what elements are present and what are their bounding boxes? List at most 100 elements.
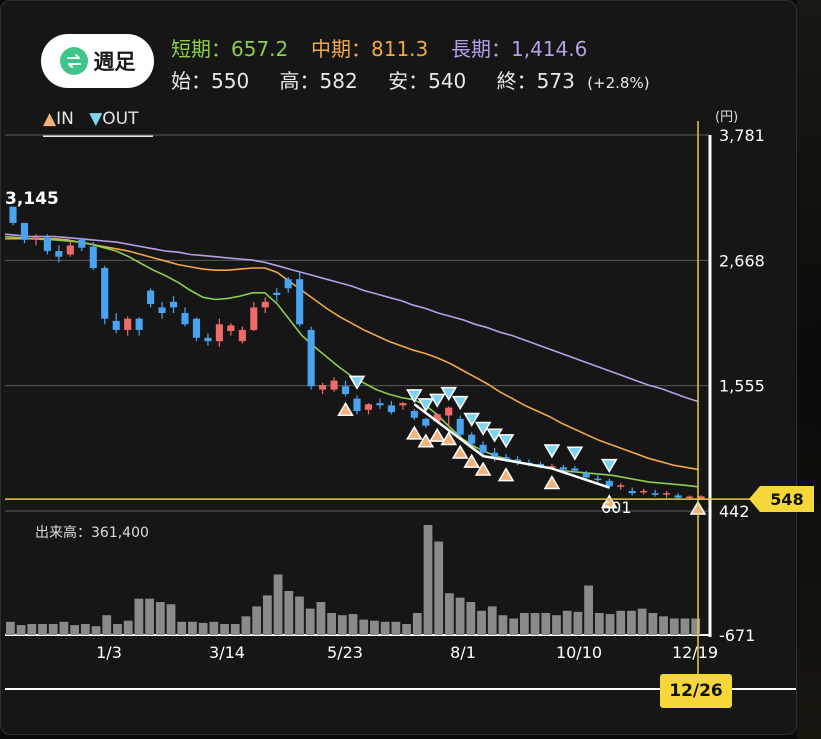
- candle-body: [124, 318, 132, 330]
- in-marker: [474, 461, 492, 476]
- out-marker: [497, 434, 515, 449]
- volume-bar: [102, 615, 112, 635]
- in-marker: [497, 467, 515, 482]
- max-price-label: 3,145: [5, 189, 59, 209]
- volume-bar: [91, 626, 101, 635]
- in-out-legend: ▲IN ▼OUT: [43, 109, 153, 137]
- volume-bar: [445, 593, 454, 635]
- swap-icon: [59, 47, 88, 75]
- out-marker: [348, 375, 366, 390]
- volume-bar: [519, 613, 529, 635]
- candle-body: [617, 485, 625, 487]
- period-label: 週足: [93, 50, 136, 74]
- y-tick-label: 1,555: [719, 377, 765, 396]
- out-triangle-icon: ▼: [89, 109, 103, 129]
- y-tick-label: 3,781: [719, 126, 765, 145]
- volume-bar: [423, 525, 433, 635]
- volume-bar: [509, 618, 519, 635]
- ohlc-summary: 始：550 高：582 安：540 終：573 (+2.8%): [171, 65, 674, 94]
- volume-bar: [594, 613, 604, 635]
- out-label: OUT: [102, 109, 139, 129]
- out-marker: [600, 458, 618, 474]
- candle-body: [101, 267, 109, 319]
- candle-body: [594, 478, 602, 481]
- volume-bar: [605, 614, 615, 635]
- volume-bar: [370, 620, 379, 635]
- volume-bar: [627, 610, 636, 635]
- candle-body: [364, 404, 373, 410]
- volume-bar: [573, 611, 583, 635]
- candle-body: [433, 414, 441, 422]
- period-toggle-button[interactable]: 週足: [41, 34, 154, 88]
- candle-body: [66, 245, 74, 255]
- close-value: 終：573: [496, 69, 575, 93]
- candle-body: [387, 405, 395, 413]
- y-tick-label: 2,668: [719, 251, 765, 270]
- y-tick-label: 442: [719, 502, 750, 521]
- x-tick-label: 8/1: [450, 643, 476, 662]
- candle-body: [112, 320, 120, 330]
- volume-bar: [541, 613, 551, 635]
- volume-bar: [498, 615, 508, 635]
- in-marker: [417, 433, 435, 448]
- candle-body: [319, 385, 327, 390]
- volume-bar: [48, 624, 58, 635]
- candle-body: [169, 301, 178, 308]
- x-tick-label: 3/14: [209, 643, 245, 662]
- out-marker: [543, 444, 561, 459]
- volume-bar: [659, 616, 668, 635]
- volume-bar: [391, 621, 401, 635]
- candle-body: [456, 418, 464, 435]
- ma-short-label: 短期：657.2: [171, 37, 289, 61]
- in-label: IN: [56, 109, 74, 129]
- candle-body: [78, 239, 86, 248]
- volume-bar: [113, 624, 122, 635]
- in-marker: [543, 475, 561, 490]
- volume-bar: [359, 619, 369, 635]
- volume-bar: [188, 621, 197, 635]
- out-marker: [566, 446, 584, 461]
- candle-body: [697, 496, 705, 499]
- volume-bar: [584, 585, 593, 635]
- candle-body: [502, 457, 510, 460]
- volume-bar: [155, 602, 165, 635]
- candlestick-chart[interactable]: 3,781 2,668 1,555 442 -671 1/3 3/14 5/23 8/1 10/1…: [1, 1, 796, 734]
- candle-body: [147, 290, 155, 305]
- candle-body: [445, 407, 453, 416]
- candle-body: [238, 329, 246, 342]
- volume-bar: [380, 621, 390, 635]
- candle-body: [422, 418, 430, 426]
- out-marker: [440, 386, 458, 401]
- volume-bar: [16, 625, 26, 635]
- candle-body: [215, 324, 223, 342]
- volume-bar: [6, 621, 15, 635]
- out-marker: [451, 395, 469, 410]
- candle-body: [9, 206, 17, 223]
- y-tick-label: -671: [719, 626, 755, 645]
- volume-bar: [477, 610, 486, 635]
- in-marker: [451, 444, 469, 459]
- candle-body: [330, 380, 338, 390]
- volume-bar: [134, 598, 144, 635]
- candle-body: [582, 472, 590, 478]
- volume-bar: [284, 591, 294, 635]
- change-percent: (+2.8%): [587, 74, 650, 92]
- high-value: 高：582: [279, 69, 358, 93]
- ma-long-label: 長期：1,414.6: [451, 37, 588, 61]
- candle-body: [296, 279, 304, 325]
- in-marker: [406, 425, 423, 440]
- volume-bar: [434, 541, 444, 635]
- volume-bar: [80, 624, 90, 635]
- decorative-border: [797, 0, 821, 739]
- candle-body: [571, 468, 579, 471]
- candle-body: [158, 307, 166, 314]
- volume-label: 出来高：361,400: [35, 524, 149, 541]
- in-marker: [463, 453, 480, 468]
- x-tick-label: 12/19: [672, 643, 718, 662]
- out-marker: [474, 421, 492, 436]
- ma-mid-line: [5, 237, 699, 471]
- out-marker: [486, 428, 503, 443]
- candle-body: [181, 313, 189, 325]
- volume-bar: [166, 604, 176, 635]
- volume-bar: [402, 624, 411, 635]
